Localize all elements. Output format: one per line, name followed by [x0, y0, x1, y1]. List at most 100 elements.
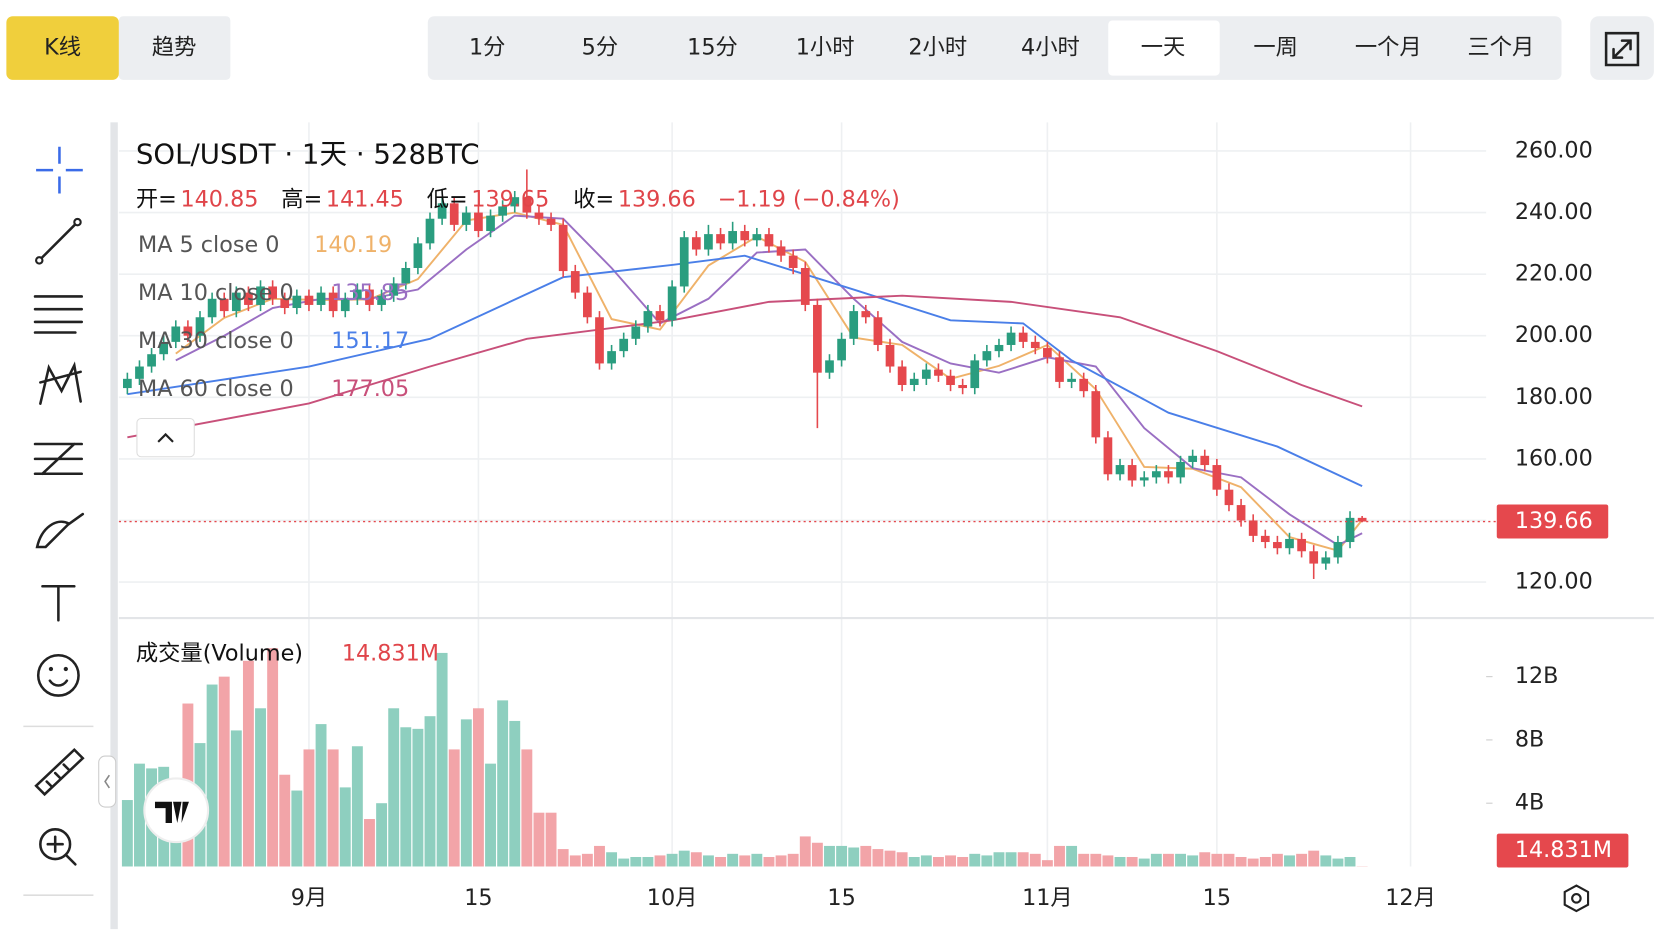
candle-body [522, 197, 532, 213]
candle-body [1055, 357, 1064, 382]
volume-bar [206, 684, 218, 867]
volume-bar [1114, 856, 1126, 867]
panel-border [110, 122, 118, 930]
interval-button[interactable]: 1分 [469, 35, 505, 61]
volume-bar [291, 790, 303, 867]
text-tool[interactable] [41, 584, 76, 622]
volume-title: 成交量(Volume) [136, 641, 303, 667]
candle-body [449, 203, 459, 225]
volume-bar [787, 853, 799, 867]
fib-tool[interactable] [33, 295, 84, 334]
interval-button[interactable]: 15分 [687, 35, 738, 61]
volume-bar [606, 852, 618, 867]
candle-body [268, 286, 277, 299]
candle-body [123, 378, 132, 389]
volume-bar [460, 719, 472, 867]
volume-bar [642, 856, 654, 867]
volume-bar [1247, 858, 1259, 867]
candle-body [970, 360, 980, 389]
candle-body [691, 237, 701, 250]
candle-body [813, 304, 822, 373]
candle-body [764, 234, 774, 247]
interval-button[interactable]: 2小时 [908, 35, 967, 61]
volume-tick-label: 8B [1515, 726, 1544, 752]
trend-tab[interactable] [118, 16, 231, 80]
candle-body [934, 369, 943, 376]
ma-legend-name: MA 30 close 0 [138, 328, 294, 354]
candle-body [1309, 551, 1319, 564]
volume-bar [824, 845, 835, 867]
volume-bar [1078, 853, 1090, 867]
y-tick-label: 160.00 [1515, 445, 1593, 471]
candle-body [183, 326, 193, 336]
volume-bar [1138, 858, 1150, 867]
fullscreen-icon [1604, 31, 1640, 67]
volume-bar [581, 853, 593, 867]
volume-badge-label: 14.831M [1515, 837, 1612, 863]
volume-bar [1223, 853, 1235, 867]
volume-bar [1126, 856, 1138, 867]
volume-bar [1235, 856, 1247, 867]
kline-label[interactable]: K线 [44, 35, 81, 61]
left-tools [23, 146, 117, 896]
candle-body [752, 234, 762, 241]
volume-bar [896, 852, 908, 867]
candle-body [1188, 455, 1198, 462]
candle-body [1127, 465, 1137, 481]
y-tick-label: 220.00 [1515, 261, 1593, 287]
interval-button[interactable]: 一个月 [1355, 35, 1422, 61]
zoom-tool[interactable] [39, 828, 72, 861]
candle-body [304, 295, 314, 305]
interval-button[interactable]: 5分 [582, 35, 618, 61]
candle-body [704, 234, 713, 250]
legend-toggle[interactable] [136, 417, 195, 458]
interval-button[interactable]: 1小时 [796, 35, 855, 61]
candle-body [256, 286, 265, 305]
y-tick-label: 180.00 [1515, 384, 1593, 410]
volume-bar [630, 856, 642, 867]
candle-body [788, 255, 798, 268]
candle-body [800, 267, 810, 305]
volume-tick-label: 4B [1515, 790, 1544, 816]
candle-body [1357, 517, 1367, 522]
ruler-tool[interactable] [34, 747, 85, 797]
ma-legend-value: 140.19 [314, 232, 392, 258]
line-tool[interactable] [39, 221, 78, 261]
volume-bar [1271, 853, 1283, 867]
crosshair-tool[interactable] [36, 146, 83, 194]
volume-bar [509, 720, 521, 867]
candle-body [643, 311, 653, 327]
x-tick-label: 15 [1203, 885, 1231, 911]
candle-body [619, 338, 629, 352]
settings-icon[interactable] [1563, 884, 1590, 913]
candle-body [1321, 557, 1331, 564]
candle-body [474, 212, 483, 232]
emoji-tool[interactable] [36, 653, 80, 697]
volume-bar [1187, 855, 1199, 867]
candle-body [340, 298, 350, 312]
pattern-tool[interactable] [39, 361, 82, 405]
candle-body [667, 286, 677, 321]
y-tick-label: 120.00 [1515, 569, 1593, 595]
collapse-handle[interactable] [98, 755, 117, 808]
candle-body [728, 231, 738, 244]
y-tick-label: 200.00 [1515, 322, 1593, 348]
trend-label[interactable]: 趋势 [152, 35, 197, 61]
volume-bar [1017, 852, 1029, 867]
interval-button[interactable]: 4小时 [1021, 35, 1080, 61]
price-badge [1496, 504, 1609, 539]
candle-body [776, 246, 786, 256]
volume-bar [230, 730, 242, 867]
candle-body [583, 292, 592, 318]
brush-tool[interactable] [35, 512, 85, 549]
kline-tab[interactable] [6, 16, 119, 80]
interval-button[interactable]: 三个月 [1467, 35, 1534, 61]
volume-bar [424, 716, 436, 867]
interval-button[interactable]: 一天 [1141, 35, 1186, 61]
ohlc-value: 140.85 [180, 186, 258, 212]
interval-button[interactable]: 一周 [1253, 35, 1298, 61]
candle-body [873, 317, 883, 345]
prediction-tool[interactable] [33, 442, 84, 475]
candle-body [825, 360, 834, 373]
